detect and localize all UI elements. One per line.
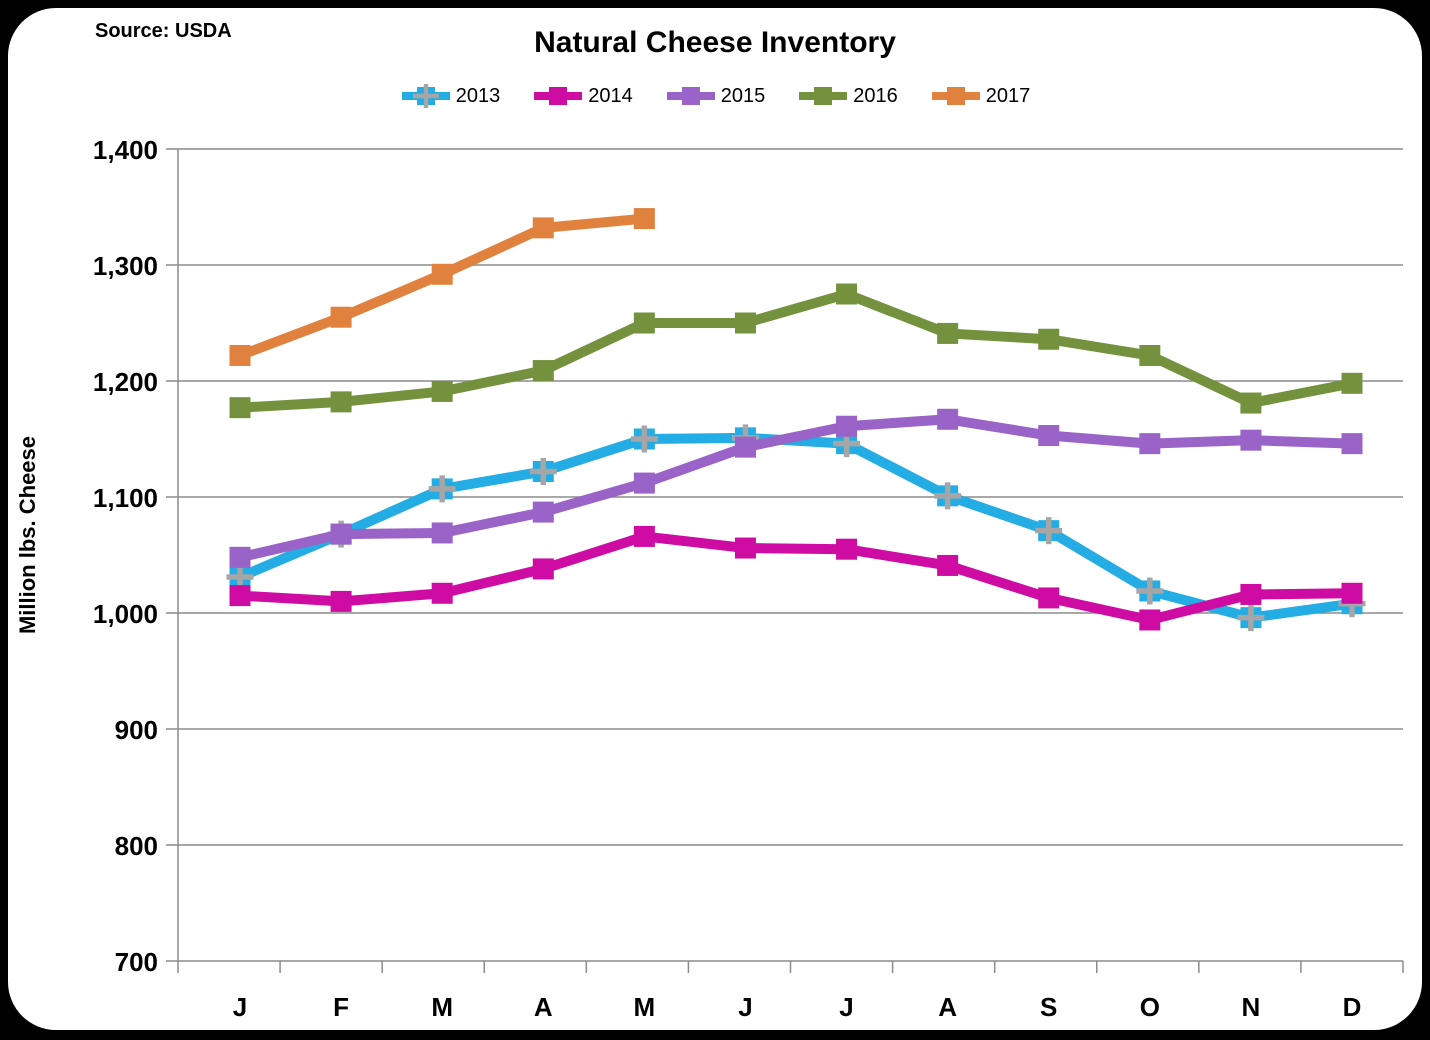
y-tick-label: 800 bbox=[115, 831, 158, 861]
series-2015 bbox=[229, 408, 1363, 568]
data-point-marker bbox=[330, 391, 352, 413]
legend-swatch bbox=[401, 84, 450, 108]
data-point-marker bbox=[229, 397, 251, 419]
x-tick-label: M bbox=[634, 992, 656, 1022]
legend-swatch bbox=[799, 87, 848, 105]
legend-item-2016: 2016 bbox=[797, 84, 898, 108]
data-point-marker bbox=[836, 538, 858, 560]
x-tick-label: F bbox=[333, 992, 349, 1022]
data-point-marker bbox=[330, 590, 352, 612]
y-axis-tick-labels: 700 800 900 1,000 1,100 1,200 1,300 1,400 bbox=[93, 135, 158, 977]
x-tick-label: J bbox=[839, 992, 853, 1022]
data-point-marker bbox=[836, 283, 858, 305]
plus-marker bbox=[428, 475, 456, 503]
data-point-marker bbox=[1240, 392, 1262, 414]
data-point-marker bbox=[1038, 425, 1060, 447]
data-point-marker bbox=[532, 558, 554, 580]
y-tick-label: 1,000 bbox=[93, 599, 158, 629]
x-tick-label: J bbox=[233, 992, 247, 1022]
data-point-marker bbox=[1341, 433, 1363, 455]
data-point-marker bbox=[532, 501, 554, 523]
data-point-marker bbox=[229, 344, 251, 366]
legend-item-2014: 2014 bbox=[532, 84, 633, 108]
chart-card: Source: USDA Natural Cheese Inventory 20… bbox=[8, 8, 1422, 1030]
legend-label: 2017 bbox=[985, 84, 1031, 107]
data-point-marker bbox=[937, 408, 959, 430]
plus-marker bbox=[1035, 517, 1063, 545]
data-point-marker bbox=[431, 263, 453, 285]
data-point-marker bbox=[229, 585, 251, 607]
data-point-marker bbox=[229, 546, 251, 568]
data-point-marker bbox=[431, 522, 453, 544]
x-tick-label: S bbox=[1040, 992, 1057, 1022]
x-tick-label: D bbox=[1343, 992, 1362, 1022]
data-point-marker bbox=[734, 537, 756, 559]
plus-marker bbox=[934, 482, 962, 510]
legend-swatch bbox=[666, 87, 715, 105]
data-point-marker bbox=[937, 322, 959, 344]
series-2016 bbox=[229, 283, 1363, 419]
plus-marker bbox=[529, 457, 557, 485]
axes bbox=[177, 149, 1404, 973]
data-point-marker bbox=[836, 415, 858, 437]
legend-label: 2014 bbox=[588, 84, 633, 107]
data-point-marker bbox=[532, 217, 554, 239]
legend-item-2015: 2015 bbox=[665, 84, 766, 108]
data-point-marker bbox=[937, 554, 959, 576]
legend-swatch bbox=[931, 87, 980, 105]
y-tick-label: 900 bbox=[115, 715, 158, 745]
chart-title: Natural Cheese Inventory bbox=[534, 26, 896, 59]
y-tick-label: 1,400 bbox=[93, 135, 158, 165]
x-tick-label: A bbox=[534, 992, 553, 1022]
data-point-marker bbox=[633, 312, 655, 334]
data-point-marker bbox=[633, 208, 655, 230]
data-point-marker bbox=[1139, 433, 1161, 455]
y-tick-label: 700 bbox=[115, 947, 158, 977]
data-point-marker bbox=[633, 525, 655, 547]
data-point-marker bbox=[431, 380, 453, 402]
x-tick-label: M bbox=[431, 992, 453, 1022]
data-point-marker bbox=[532, 360, 554, 382]
x-tick-label: O bbox=[1140, 992, 1160, 1022]
y-tick-label: 1,100 bbox=[93, 483, 158, 513]
gridlines bbox=[166, 148, 1403, 962]
data-point-marker bbox=[1038, 328, 1060, 350]
y-tick-label: 1,200 bbox=[93, 367, 158, 397]
legend-swatch bbox=[534, 87, 583, 105]
legend-label: 2013 bbox=[455, 84, 501, 107]
data-point-marker bbox=[1341, 582, 1363, 604]
legend: 2013 2014 2015 2016 2017 bbox=[8, 84, 1422, 108]
series-2014 bbox=[229, 525, 1363, 631]
data-point-marker bbox=[1341, 372, 1363, 394]
data-point-marker bbox=[734, 436, 756, 458]
series-2017 bbox=[229, 208, 655, 366]
data-point-marker bbox=[1139, 609, 1161, 631]
data-point-marker bbox=[431, 582, 453, 604]
data-point-marker bbox=[1139, 344, 1161, 366]
data-point-marker bbox=[633, 472, 655, 494]
legend-item-2017: 2017 bbox=[930, 84, 1031, 108]
y-tick-label: 1,300 bbox=[93, 251, 158, 281]
data-point-marker bbox=[1038, 587, 1060, 609]
data-point-marker bbox=[1240, 429, 1262, 451]
plus-marker bbox=[630, 425, 658, 453]
data-point-marker bbox=[734, 312, 756, 334]
data-point-marker bbox=[330, 523, 352, 545]
data-point-marker bbox=[1240, 583, 1262, 605]
plus-marker bbox=[1136, 577, 1164, 605]
source-label: Source: USDA bbox=[95, 20, 232, 42]
x-tick-label: N bbox=[1242, 992, 1261, 1022]
plus-marker bbox=[1237, 604, 1265, 632]
x-tick-label: J bbox=[738, 992, 752, 1022]
data-point-marker bbox=[330, 306, 352, 328]
legend-label: 2016 bbox=[853, 84, 898, 107]
x-tick-label: A bbox=[938, 992, 957, 1022]
legend-item-2013: 2013 bbox=[400, 84, 501, 108]
legend-label: 2015 bbox=[720, 84, 766, 107]
